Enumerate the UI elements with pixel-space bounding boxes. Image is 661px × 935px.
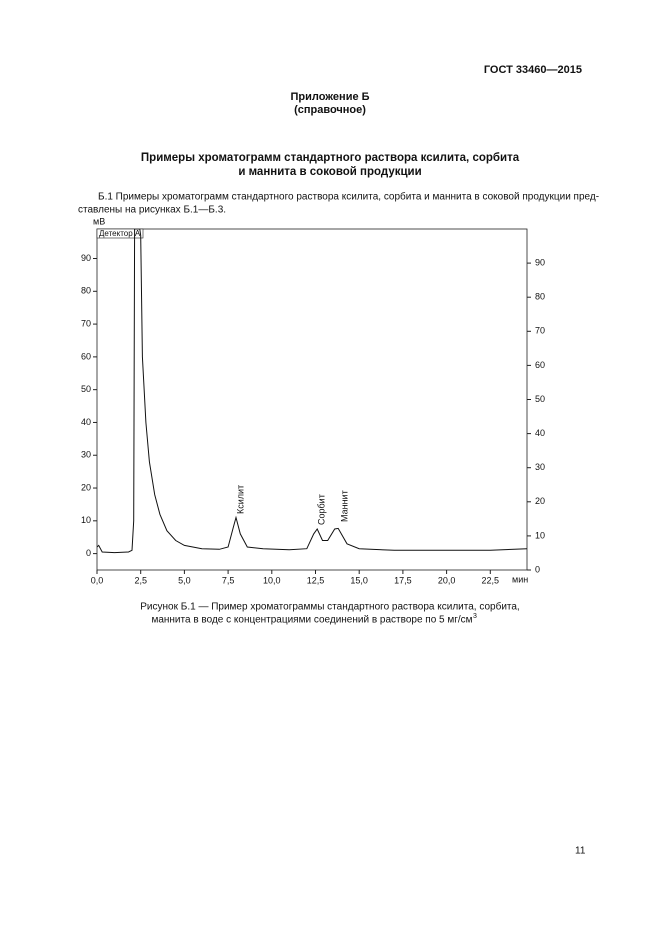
x-tick-label: 7,5 <box>222 575 235 585</box>
x-tick-label: 5,0 <box>178 575 191 585</box>
detector-box <box>96 228 144 239</box>
x-tick-label: 15,0 <box>350 575 368 585</box>
peak-label: Маннит <box>339 490 349 522</box>
paragraph: Б.1 Примеры хроматограмм стандартного ра… <box>98 191 599 203</box>
y2-tick-label: 90 <box>535 257 545 267</box>
x-tick-label: 22,5 <box>482 575 500 585</box>
y-tick-label: 60 <box>81 351 91 361</box>
y2-tick-label: 40 <box>535 428 545 438</box>
caption: маннита в воде с концентрациями соединен… <box>151 615 472 626</box>
x-tick-label: 10,0 <box>263 575 281 585</box>
y-tick-label: 20 <box>81 482 91 492</box>
y2-tick-label: 10 <box>535 530 545 540</box>
paragraph: ставлены на рисунках Б.1—Б.3. <box>78 205 226 216</box>
y2-tick-label: 0 <box>535 564 540 574</box>
y2-tick-label: 80 <box>535 292 545 302</box>
y2-tick-label: 70 <box>535 326 545 336</box>
y-tick-label: 0 <box>86 548 91 558</box>
y2-tick-label: 30 <box>535 462 545 472</box>
y-tick-label: 30 <box>81 450 91 460</box>
y2-tick-label: 50 <box>535 394 545 404</box>
y-tick-label: 90 <box>81 253 91 263</box>
peak-label: Ксилит <box>235 485 245 514</box>
caption: Рисунок Б.1 — Пример хроматограммы станд… <box>140 601 519 613</box>
peak-label: Сорбит <box>316 494 326 525</box>
x-tick-label: 2,5 <box>134 575 147 585</box>
heading: и маннита в соковой продукции <box>238 166 421 178</box>
y-tick-label: 50 <box>81 384 91 394</box>
appendix-kind: (справочное) <box>294 104 366 116</box>
y-tick-label: 80 <box>81 286 91 296</box>
y-tick-label: 40 <box>81 417 91 427</box>
header-code: ГОСТ 33460—2015 <box>484 64 582 76</box>
x-tick-label: 20,0 <box>438 575 456 585</box>
caption-sup: 3 <box>473 613 477 620</box>
detector-label: Детектор A <box>99 229 141 238</box>
heading: Примеры хроматограмм стандартного раство… <box>141 152 520 164</box>
page-number: 11 <box>575 846 586 857</box>
y2-tick-label: 60 <box>535 360 545 370</box>
y2-tick-label: 20 <box>535 496 545 506</box>
appendix-title: Приложение Б <box>290 91 369 103</box>
x-tick-label: 12,5 <box>307 575 325 585</box>
y-tick-label: 10 <box>81 515 91 525</box>
chromatogram-line <box>97 229 527 554</box>
y-tick-label: 70 <box>81 318 91 328</box>
x-tick-label: 0,0 <box>91 575 104 585</box>
x-tick-label: 17,5 <box>394 575 412 585</box>
x-axis-label: мин <box>512 574 528 584</box>
y-axis-label: мВ <box>93 216 105 226</box>
